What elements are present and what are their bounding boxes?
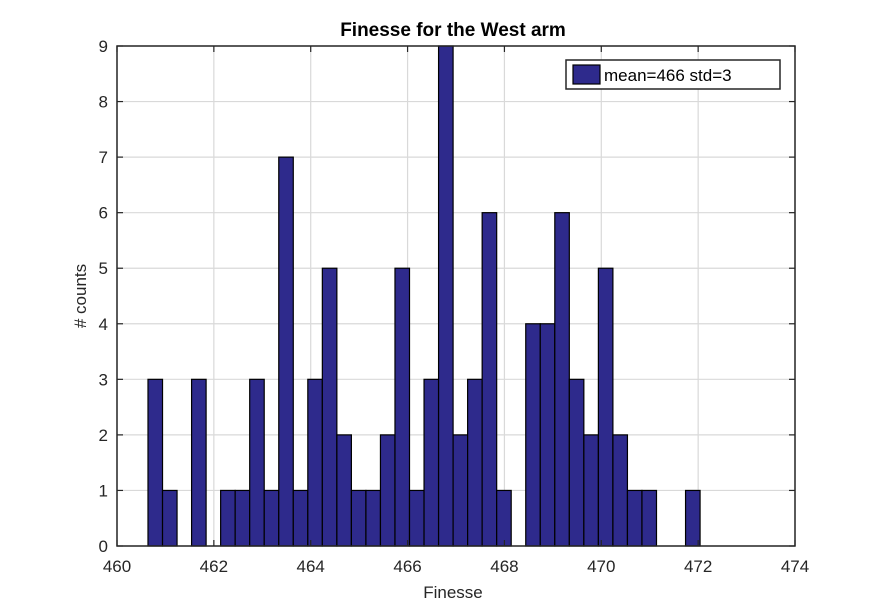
y-tick-label: 3 [99, 370, 108, 389]
histogram-bar [554, 212, 570, 547]
histogram-bar [263, 489, 280, 547]
y-tick-label: 7 [99, 148, 108, 167]
histogram-bar [234, 489, 251, 547]
x-tick-label: 474 [781, 557, 809, 576]
histogram-bar [365, 489, 382, 547]
x-tick-label: 468 [490, 557, 518, 576]
histogram-bar [147, 378, 164, 547]
y-tick-label: 4 [99, 315, 108, 334]
x-tick-labels: 460 462 464 466 468 470 472 474 [103, 557, 809, 576]
legend: mean=466 std=3 [565, 59, 781, 90]
y-tick-label: 9 [99, 37, 108, 56]
histogram-bar [641, 489, 658, 547]
histogram-bar [525, 323, 541, 547]
histogram-bar [220, 489, 236, 547]
y-tick-label: 2 [99, 426, 108, 445]
y-tick-label: 1 [99, 481, 108, 500]
x-tick-label: 470 [587, 557, 615, 576]
histogram-bar [321, 267, 338, 547]
axis-ticks [116, 45, 796, 547]
x-tick-label: 472 [684, 557, 712, 576]
chart-title: Finesse for the West arm [340, 20, 566, 41]
legend-label: mean=466 std=3 [604, 66, 732, 85]
y-tick-label: 0 [99, 537, 108, 556]
y-tick-label: 8 [99, 93, 108, 112]
histogram-bar [190, 378, 207, 547]
histogram-bar [292, 489, 309, 547]
histogram-bar [336, 434, 352, 547]
y-tick-label: 5 [99, 259, 108, 278]
x-axis-label: Finesse [423, 583, 483, 602]
histogram-bar [481, 212, 498, 547]
histogram-bar [583, 434, 599, 547]
histogram-bar [437, 45, 454, 547]
histogram-bar [161, 489, 178, 547]
bars [147, 45, 701, 547]
x-tick-label: 464 [297, 557, 325, 576]
axes-frame [116, 45, 796, 547]
histogram-bar [452, 434, 469, 547]
legend-box [565, 59, 781, 90]
histogram-bar [394, 267, 411, 547]
histogram-bar [496, 489, 512, 547]
histogram-bar [423, 378, 440, 547]
histogram-bar [467, 378, 483, 547]
histogram-bar [568, 378, 585, 547]
histogram-bar [350, 489, 367, 547]
histogram-bar [539, 323, 556, 547]
histogram-bar [307, 378, 323, 547]
x-tick-label: 462 [200, 557, 228, 576]
histogram-bar [684, 489, 701, 547]
histogram-bar [249, 378, 265, 547]
histogram-bar [408, 489, 425, 547]
y-axis-label: # counts [71, 264, 90, 328]
legend-swatch [572, 64, 601, 85]
y-tick-labels: 0 1 2 3 4 5 6 7 8 9 [99, 37, 108, 556]
histogram-bar [612, 434, 629, 547]
histogram-bar [379, 434, 396, 547]
histogram-bar [597, 267, 614, 547]
x-tick-label: 460 [103, 557, 131, 576]
x-tick-label: 466 [393, 557, 421, 576]
histogram-bar [626, 489, 643, 547]
histogram-bar [278, 156, 294, 547]
y-tick-label: 6 [99, 204, 108, 223]
